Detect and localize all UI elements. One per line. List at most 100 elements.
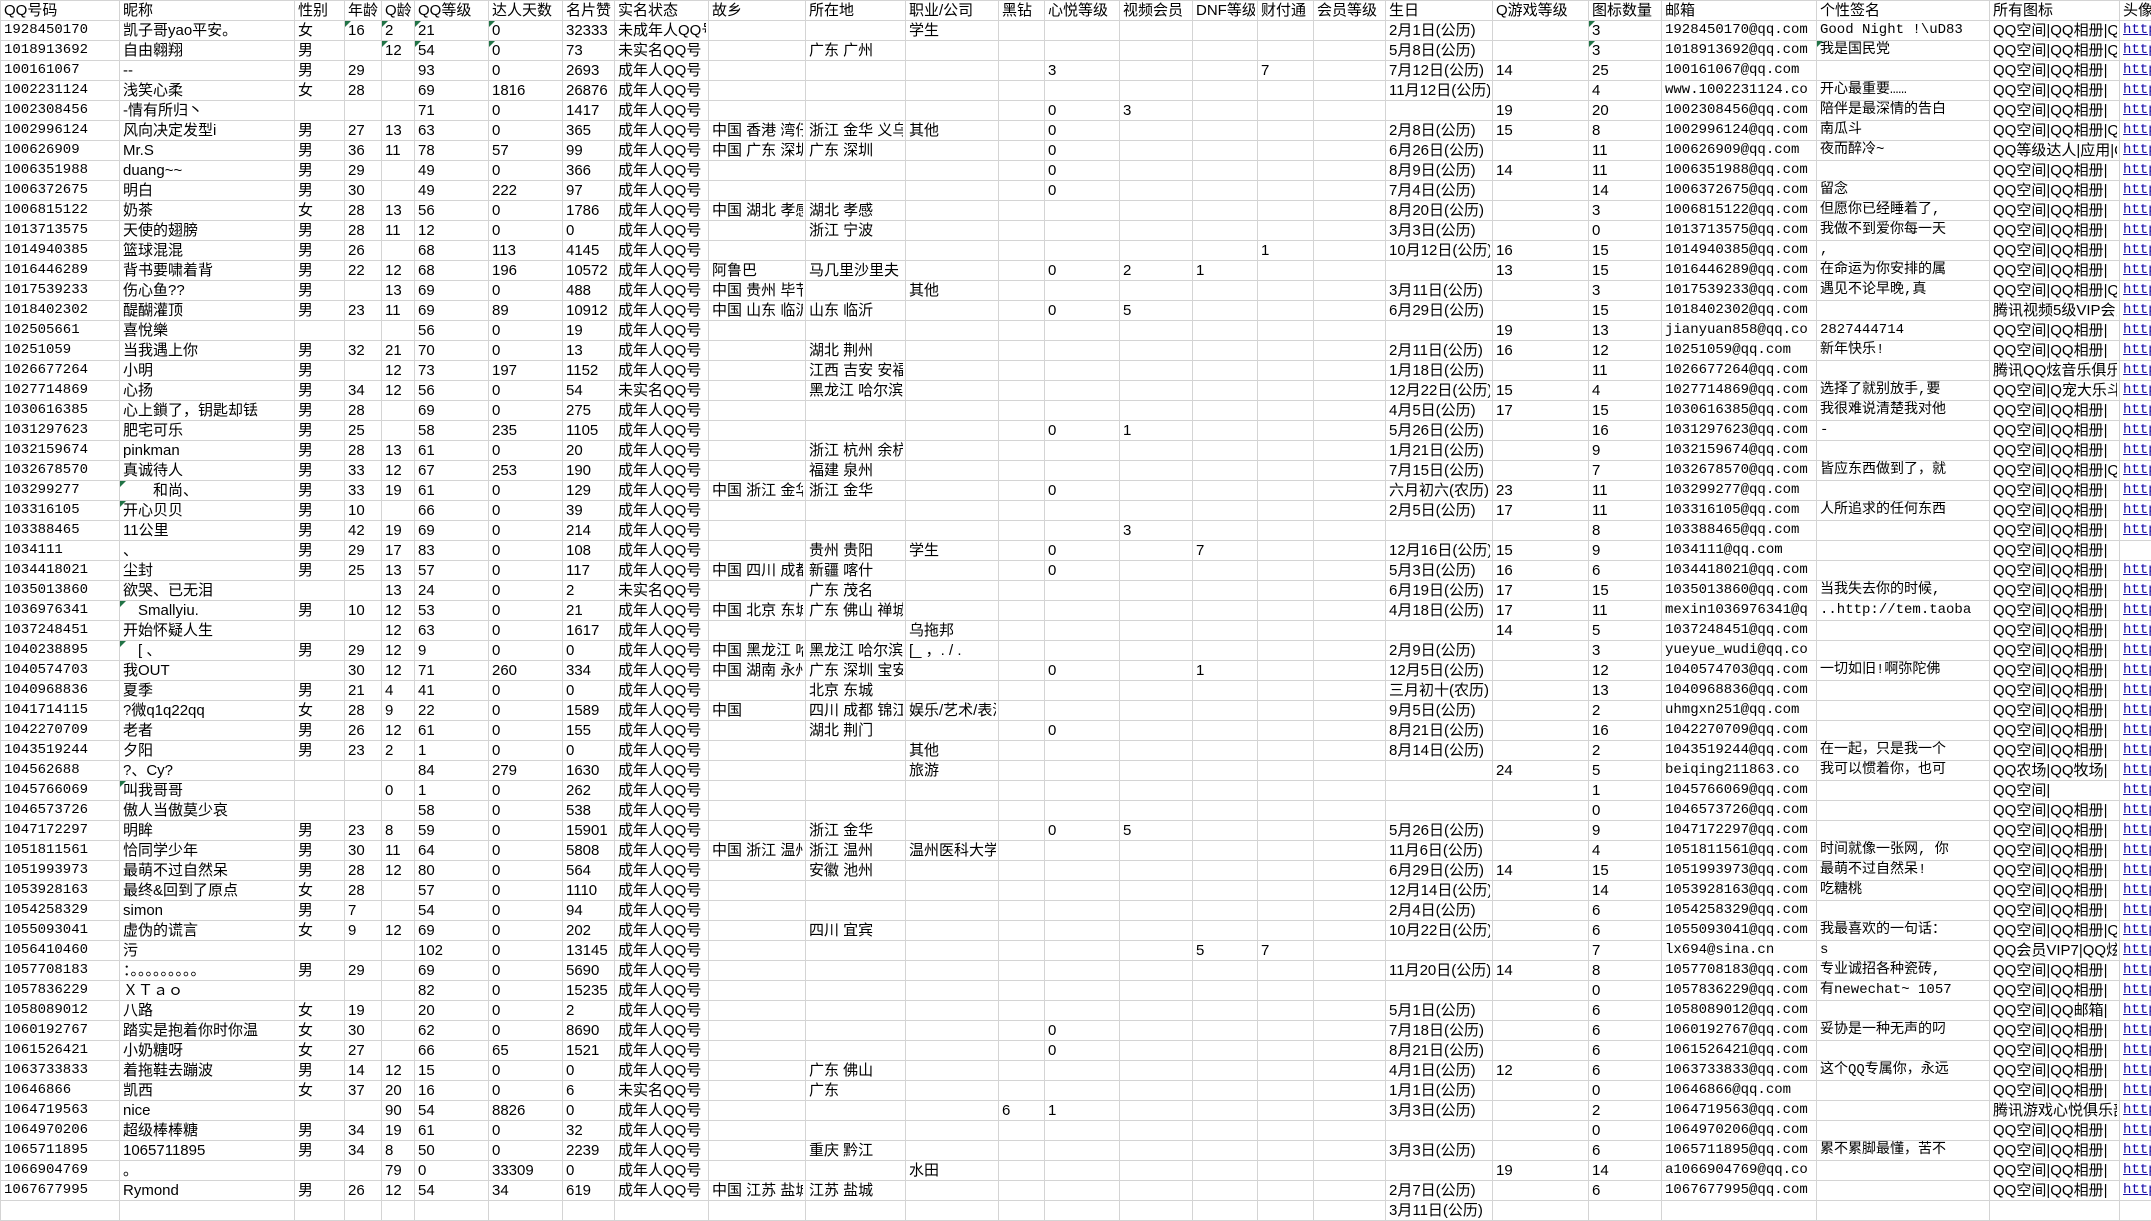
cell-r48-c7[interactable]: 15235 bbox=[563, 981, 615, 1001]
cell-r48-c22[interactable]: 有newechat~ 1057 bbox=[1817, 981, 1990, 1001]
cell-r0-c4[interactable]: 2 bbox=[382, 21, 415, 41]
cell-r31-c0[interactable]: 1040238895 bbox=[1, 641, 120, 661]
cell-r51-c7[interactable]: 1521 bbox=[563, 1041, 615, 1061]
column-header-12[interactable]: 黑钻 bbox=[999, 1, 1045, 21]
cell-r37-c13[interactable] bbox=[1045, 761, 1120, 781]
cell-r19-c1[interactable]: 心上鎖了，钥匙却铥 bbox=[120, 401, 295, 421]
cell-r0-c1[interactable]: 凯子哥yao平安。 bbox=[120, 21, 295, 41]
cell-r22-c14[interactable] bbox=[1120, 461, 1193, 481]
cell-r21-c24[interactable]: http://q.qlogo.cn bbox=[2120, 441, 2151, 461]
cell-r4-c24[interactable]: http://q.qlogo.cn bbox=[2120, 101, 2151, 121]
cell-r28-c14[interactable] bbox=[1120, 581, 1193, 601]
cell-r26-c7[interactable]: 108 bbox=[563, 541, 615, 561]
cell-r58-c15[interactable] bbox=[1193, 1181, 1258, 1201]
cell-r6-c16[interactable] bbox=[1258, 141, 1314, 161]
cell-r26-c14[interactable] bbox=[1120, 541, 1193, 561]
cell-r21-c2[interactable]: 男 bbox=[295, 441, 345, 461]
cell-r58-c5[interactable]: 54 bbox=[415, 1181, 489, 1201]
cell-r13-c16[interactable] bbox=[1258, 281, 1314, 301]
cell-r48-c10[interactable] bbox=[806, 981, 906, 1001]
cell-r24-c18[interactable]: 2月5日(公历) bbox=[1386, 501, 1493, 521]
cell-r57-c16[interactable] bbox=[1258, 1161, 1314, 1181]
cell-r43-c21[interactable]: 1053928163@qq.com bbox=[1662, 881, 1817, 901]
avatar-link[interactable]: http://q.qlogo.cn bbox=[2123, 261, 2151, 280]
cell-r55-c8[interactable]: 成年人QQ号 bbox=[615, 1121, 709, 1141]
cell-r50-c14[interactable] bbox=[1120, 1021, 1193, 1041]
cell-r27-c12[interactable] bbox=[999, 561, 1045, 581]
cell-r9-c6[interactable]: 0 bbox=[489, 201, 563, 221]
cell-r35-c1[interactable]: 老者 bbox=[120, 721, 295, 741]
cell-r55-c20[interactable]: 0 bbox=[1589, 1121, 1662, 1141]
cell-r0-c0[interactable]: 1928450170 bbox=[1, 21, 120, 41]
cell-r13-c18[interactable]: 3月11日(公历) bbox=[1386, 281, 1493, 301]
cell-r11-c13[interactable] bbox=[1045, 241, 1120, 261]
cell-r6-c7[interactable]: 99 bbox=[563, 141, 615, 161]
cell-r43-c1[interactable]: 最终&回到了原点 bbox=[120, 881, 295, 901]
column-header-7[interactable]: 名片赞 bbox=[563, 1, 615, 21]
cell-r49-c7[interactable]: 2 bbox=[563, 1001, 615, 1021]
cell-r35-c4[interactable]: 12 bbox=[382, 721, 415, 741]
cell-r54-c15[interactable] bbox=[1193, 1101, 1258, 1121]
table-row[interactable]: 3月11日(公历) bbox=[1, 1201, 2151, 1221]
cell-r44-c17[interactable] bbox=[1314, 901, 1386, 921]
cell-r23-c21[interactable]: 103299277@qq.com bbox=[1662, 481, 1817, 501]
cell-r32-c21[interactable]: 1040574703@qq.com bbox=[1662, 661, 1817, 681]
cell-r56-c5[interactable]: 50 bbox=[415, 1141, 489, 1161]
cell-r14-c7[interactable]: 10912 bbox=[563, 301, 615, 321]
cell-r58-c7[interactable]: 619 bbox=[563, 1181, 615, 1201]
cell-r43-c20[interactable]: 14 bbox=[1589, 881, 1662, 901]
cell-r9-c3[interactable]: 28 bbox=[345, 201, 382, 221]
cell-r10-c4[interactable]: 11 bbox=[382, 221, 415, 241]
cell-r21-c22[interactable] bbox=[1817, 441, 1990, 461]
cell-r43-c24[interactable]: http://q.qlogo.cn bbox=[2120, 881, 2151, 901]
cell-r15-c3[interactable] bbox=[345, 321, 382, 341]
cell-r47-c18[interactable]: 11月20日(公历) bbox=[1386, 961, 1493, 981]
cell-r38-c8[interactable]: 成年人QQ号 bbox=[615, 781, 709, 801]
cell-r7-c18[interactable]: 8月9日(公历) bbox=[1386, 161, 1493, 181]
cell-r23-c13[interactable]: 0 bbox=[1045, 481, 1120, 501]
cell-r1-c9[interactable] bbox=[709, 41, 806, 61]
cell-r7-c12[interactable] bbox=[999, 161, 1045, 181]
cell-r55-c16[interactable] bbox=[1258, 1121, 1314, 1141]
avatar-link[interactable]: http://q.qlogo.cn bbox=[2123, 801, 2151, 820]
cell-r5-c6[interactable]: 0 bbox=[489, 121, 563, 141]
cell-r40-c3[interactable]: 23 bbox=[345, 821, 382, 841]
cell-r37-c16[interactable] bbox=[1258, 761, 1314, 781]
cell-r24-c15[interactable] bbox=[1193, 501, 1258, 521]
cell-r15-c16[interactable] bbox=[1258, 321, 1314, 341]
cell-r53-c7[interactable]: 6 bbox=[563, 1081, 615, 1101]
cell-r20-c5[interactable]: 58 bbox=[415, 421, 489, 441]
cell-r45-c5[interactable]: 69 bbox=[415, 921, 489, 941]
cell-r22-c8[interactable]: 成年人QQ号 bbox=[615, 461, 709, 481]
cell-r53-c9[interactable] bbox=[709, 1081, 806, 1101]
cell-r46-c14[interactable] bbox=[1120, 941, 1193, 961]
cell-r35-c24[interactable]: http://q.qlogo.cn bbox=[2120, 721, 2151, 741]
cell-r35-c12[interactable] bbox=[999, 721, 1045, 741]
cell-r38-c0[interactable]: 1045766069 bbox=[1, 781, 120, 801]
cell-r0-c19[interactable] bbox=[1493, 21, 1589, 41]
cell-r3-c24[interactable]: http://q.qlogo.cn bbox=[2120, 81, 2151, 101]
cell-r5-c21[interactable]: 1002996124@qq.com bbox=[1662, 121, 1817, 141]
cell-r1-c2[interactable]: 男 bbox=[295, 41, 345, 61]
cell-r42-c22[interactable]: 最萌不过自然呆! bbox=[1817, 861, 1990, 881]
cell-r32-c1[interactable]: 我OUT bbox=[120, 661, 295, 681]
cell-r3-c8[interactable]: 成年人QQ号 bbox=[615, 81, 709, 101]
cell-r1-c3[interactable] bbox=[345, 41, 382, 61]
avatar-link[interactable]: http://q.qlogo.cn bbox=[2123, 41, 2151, 60]
cell-r29-c16[interactable] bbox=[1258, 601, 1314, 621]
cell-r56-c0[interactable]: 1065711895 bbox=[1, 1141, 120, 1161]
cell-r45-c1[interactable]: 虚伪的谎言 bbox=[120, 921, 295, 941]
cell-r4-c2[interactable] bbox=[295, 101, 345, 121]
cell-r23-c2[interactable]: 男 bbox=[295, 481, 345, 501]
cell-r3-c11[interactable] bbox=[906, 81, 999, 101]
cell-r24-c22[interactable]: 人所追求的任何东西 bbox=[1817, 501, 1990, 521]
cell-r15-c14[interactable] bbox=[1120, 321, 1193, 341]
cell-r33-c11[interactable] bbox=[906, 681, 999, 701]
cell-r3-c13[interactable] bbox=[1045, 81, 1120, 101]
cell-r28-c7[interactable]: 2 bbox=[563, 581, 615, 601]
cell-r22-c2[interactable]: 男 bbox=[295, 461, 345, 481]
cell-r19-c4[interactable] bbox=[382, 401, 415, 421]
